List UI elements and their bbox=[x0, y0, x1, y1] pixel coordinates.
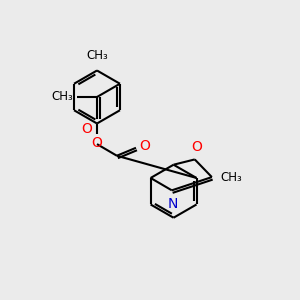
Text: CH₃: CH₃ bbox=[220, 171, 242, 184]
Text: O: O bbox=[81, 122, 92, 136]
Text: O: O bbox=[92, 136, 102, 150]
Text: CH₃: CH₃ bbox=[51, 91, 73, 103]
Text: O: O bbox=[140, 139, 150, 153]
Text: N: N bbox=[168, 197, 178, 211]
Text: O: O bbox=[191, 140, 202, 154]
Text: CH₃: CH₃ bbox=[86, 49, 108, 62]
